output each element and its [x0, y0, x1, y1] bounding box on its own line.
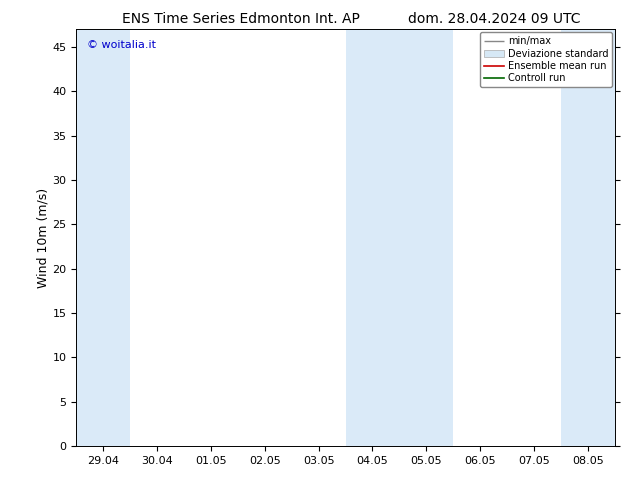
- Y-axis label: Wind 10m (m/s): Wind 10m (m/s): [36, 188, 49, 288]
- Bar: [76, 29, 130, 446]
- Text: © woitalia.it: © woitalia.it: [87, 40, 156, 50]
- Text: dom. 28.04.2024 09 UTC: dom. 28.04.2024 09 UTC: [408, 12, 581, 26]
- Bar: [346, 29, 453, 446]
- Legend: min/max, Deviazione standard, Ensemble mean run, Controll run: min/max, Deviazione standard, Ensemble m…: [481, 32, 612, 87]
- Text: ENS Time Series Edmonton Int. AP: ENS Time Series Edmonton Int. AP: [122, 12, 360, 26]
- Bar: [561, 29, 615, 446]
